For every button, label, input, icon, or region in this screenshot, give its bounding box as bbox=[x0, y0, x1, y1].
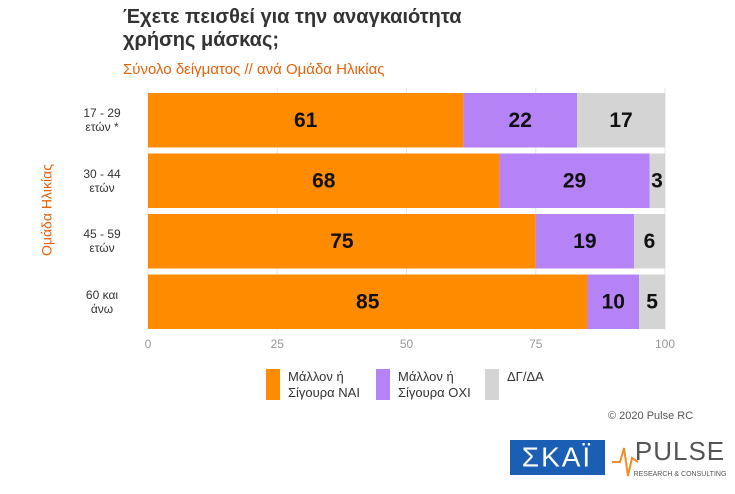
value-label: 17 bbox=[609, 109, 632, 132]
logo-pulse-line bbox=[612, 447, 639, 477]
bar-segment bbox=[148, 93, 464, 148]
value-label: 19 bbox=[573, 230, 596, 253]
bar-segment bbox=[535, 214, 634, 269]
legend-label: Μάλλον ή Σίγουρα ΝΑΙ bbox=[288, 369, 360, 400]
value-label: 22 bbox=[509, 109, 532, 132]
logo-right-sub: RESEARCH & CONSULTING bbox=[634, 471, 727, 478]
chart-subtitle: Σύνολο δείγματος // ανά Ομάδα Ηλικίας bbox=[123, 61, 385, 78]
value-label: 5 bbox=[646, 290, 658, 313]
bar-segment bbox=[633, 214, 665, 269]
legend-swatch bbox=[266, 369, 280, 400]
y-tick-label: 17 - 29 ετών * bbox=[83, 106, 121, 135]
chart-title: Έχετε πεισθεί για την αναγκαιότητα χρήση… bbox=[123, 6, 462, 51]
value-label: 29 bbox=[563, 169, 586, 192]
bar-segment bbox=[577, 93, 665, 148]
x-tick-label: 100 bbox=[655, 337, 675, 351]
x-tick-label: 75 bbox=[529, 337, 543, 351]
value-label: 10 bbox=[602, 290, 625, 313]
bar-segment bbox=[639, 274, 665, 329]
bar-segment bbox=[463, 93, 578, 148]
value-label: 85 bbox=[356, 290, 380, 313]
legend-label: Μάλλον ή Σίγουρα ΟΧΙ bbox=[398, 369, 471, 400]
y-tick-label: 60 και άνω bbox=[85, 287, 119, 316]
bar-segment bbox=[148, 274, 588, 329]
logo-left-box bbox=[510, 440, 605, 475]
value-label: 68 bbox=[312, 169, 336, 192]
x-tick-label: 25 bbox=[271, 337, 285, 351]
bar-segment bbox=[148, 214, 536, 269]
y-axis-label: Ομάδα Ηλικίας bbox=[39, 164, 55, 256]
bar-segment bbox=[587, 274, 640, 329]
legend-label: ΔΓ/ΔΑ bbox=[507, 369, 544, 384]
legend-swatch bbox=[376, 369, 390, 400]
copyright: © 2020 Pulse RC bbox=[608, 410, 693, 422]
x-tick-label: 0 bbox=[145, 337, 152, 351]
value-label: 75 bbox=[330, 230, 354, 253]
legend-swatch bbox=[485, 369, 499, 400]
logo-right: PULSE bbox=[635, 436, 725, 466]
value-label: 6 bbox=[644, 230, 656, 253]
bar-segment bbox=[649, 153, 665, 208]
x-tick-label: 50 bbox=[400, 337, 414, 351]
value-label: 61 bbox=[294, 109, 318, 132]
bar-segment bbox=[499, 153, 650, 208]
y-tick-label: 45 - 59 ετών bbox=[83, 227, 121, 256]
logo-left: ΣΚΑΪ bbox=[522, 441, 592, 472]
bar-segment bbox=[148, 153, 500, 208]
y-tick-label: 30 - 44 ετών bbox=[83, 166, 121, 195]
value-label: 3 bbox=[651, 169, 663, 192]
